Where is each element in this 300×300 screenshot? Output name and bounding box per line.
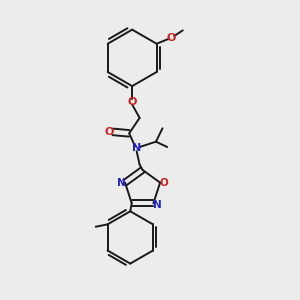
Text: O: O (105, 127, 114, 137)
Text: N: N (132, 143, 141, 153)
Text: O: O (167, 33, 176, 43)
Text: O: O (128, 97, 137, 106)
Text: O: O (159, 178, 168, 188)
Text: N: N (153, 200, 161, 210)
Text: N: N (117, 178, 126, 188)
